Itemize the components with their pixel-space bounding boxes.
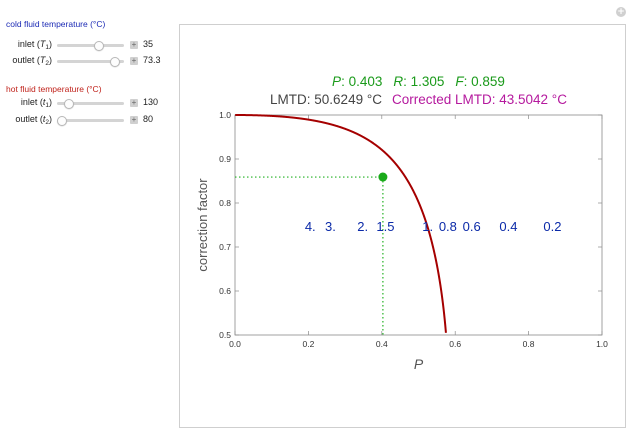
header-p-value: : 0.403 (341, 74, 382, 89)
x-tick-label: 0.2 (302, 339, 314, 349)
cold-inlet-expand-button[interactable]: + (130, 40, 138, 49)
hot-inlet-value: 130 (143, 97, 159, 107)
hot-outlet-slider-thumb[interactable] (57, 115, 68, 126)
y-tick-label: 1.0 (219, 110, 231, 120)
hot-fluid-title: hot fluid temperature (°C) (6, 84, 102, 94)
hot-inlet-expand-button[interactable]: + (130, 98, 138, 107)
hot-outlet-control: outlet (t2) + 80 (0, 112, 180, 128)
header-f-value: : 0.859 (464, 74, 505, 89)
operating-point (378, 172, 388, 182)
curve-label: 2. (357, 219, 368, 234)
y-tick-label: 0.8 (219, 198, 231, 208)
hot-outlet-slider[interactable] (57, 115, 124, 126)
x-tick-label: 1.0 (596, 339, 608, 349)
y-tick-label: 0.7 (219, 242, 231, 252)
curve-label: 0.8 (439, 219, 457, 234)
hot-outlet-value: 80 (143, 114, 154, 124)
x-axis-label: P (414, 356, 424, 372)
cold-outlet-label: outlet (T2) (12, 55, 52, 67)
hot-inlet-slider[interactable] (57, 98, 124, 109)
cold-inlet-value: 35 (143, 39, 154, 49)
options-plus-icon[interactable]: + (616, 7, 626, 17)
curve-label: 1. (422, 219, 433, 234)
header-r-value: : 1.305 (403, 74, 444, 89)
header-f-value-symbol: F (455, 74, 464, 89)
plot-frame (234, 114, 603, 336)
cold-outlet-value: 73.3 (143, 55, 161, 65)
y-tick-label: 0.5 (219, 330, 231, 340)
curve-label: 0.4 (499, 219, 517, 234)
correction-factor-chart: 0.0 0.2 0.4 0.6 0.8 1.0 0.5 0.6 0.7 0.8 0.9 1.0 4. 3… (195, 74, 608, 372)
y-tick-label: 0.6 (219, 286, 231, 296)
x-tick-label: 0.8 (523, 339, 535, 349)
curve-label: 4. (305, 219, 316, 234)
cold-outlet-slider[interactable] (57, 56, 124, 67)
hot-inlet-label: inlet (t1) (20, 97, 52, 109)
header-line-1: P: 0.403 R: 1.305 F: 0.859 (332, 74, 505, 89)
cold-outlet-expand-button[interactable]: + (130, 56, 138, 65)
plot-panel: 0.0 0.2 0.4 0.6 0.8 1.0 0.5 0.6 0.7 0.8 0.9 1.0 4. 3… (179, 24, 626, 428)
x-tick-label: 0.0 (229, 339, 241, 349)
x-tick-label: 0.4 (376, 339, 388, 349)
x-tick-label: 0.6 (449, 339, 461, 349)
header-line-2: LMTD: 50.6249 °C Corrected LMTD: 43.5042 … (270, 92, 567, 107)
curve-label: 1.5 (376, 219, 394, 234)
cold-outlet-control: outlet (T2) + 73.3 (0, 53, 180, 69)
corrected-lmtd-value: Corrected LMTD: 43.5042 °C (392, 92, 567, 107)
cold-inlet-control: inlet (T1) + 35 (0, 37, 180, 53)
cold-fluid-title: cold fluid temperature (°C) (6, 19, 106, 29)
y-axis-label: correction factor (195, 178, 210, 272)
f-curve-R-1 (235, 114, 447, 333)
y-tick-label: 0.9 (219, 154, 231, 164)
curve-label: 3. (325, 219, 336, 234)
header-r-value-symbol: R (393, 74, 403, 89)
cold-inlet-label: inlet (T1) (17, 39, 52, 51)
hot-outlet-expand-button[interactable]: + (130, 115, 138, 124)
curve-label: 0.6 (463, 219, 481, 234)
lmtd-value: LMTD: 50.6249 °C (270, 92, 382, 107)
header-p-value-symbol: P (332, 74, 341, 89)
cold-inlet-slider-thumb[interactable] (93, 40, 104, 51)
cold-outlet-slider-thumb[interactable] (109, 56, 120, 67)
hot-inlet-slider-thumb[interactable] (64, 98, 75, 109)
hot-inlet-control: inlet (t1) + 130 (0, 95, 180, 111)
cold-inlet-slider[interactable] (57, 40, 124, 51)
curve-label: 0.2 (543, 219, 561, 234)
hot-outlet-label: outlet (t2) (15, 114, 52, 126)
